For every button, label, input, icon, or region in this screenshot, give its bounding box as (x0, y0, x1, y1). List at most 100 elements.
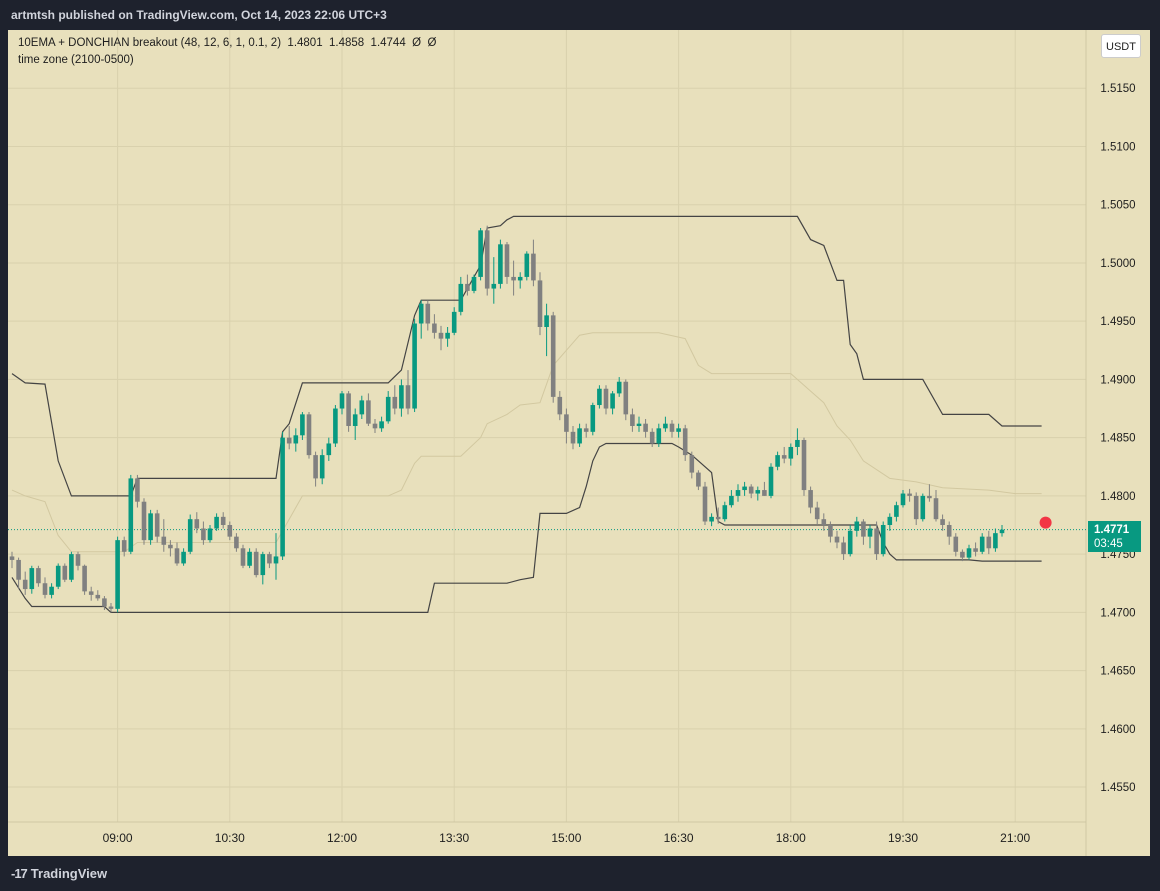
candle-up (894, 505, 899, 517)
candle-up (471, 276, 477, 291)
candle-down (240, 548, 246, 566)
y-tick-label: 1.5000 (1100, 258, 1135, 270)
candle-up (742, 486, 747, 491)
candle-up (300, 414, 305, 436)
candle-up (979, 536, 985, 552)
candle-down (161, 536, 167, 545)
candle-down (267, 554, 272, 564)
candle-down (174, 548, 180, 564)
candle-down (227, 525, 233, 537)
candle-down (940, 519, 945, 525)
candle-up (55, 565, 61, 587)
x-tick-label: 16:30 (664, 831, 694, 845)
candle-up (847, 530, 853, 555)
candle-down (537, 280, 543, 327)
candle-down (623, 381, 629, 415)
candle-up (319, 455, 325, 479)
candle-up (339, 393, 345, 409)
candle-down (946, 525, 952, 537)
candle-down (953, 536, 959, 552)
y-tick-label: 1.4650 (1100, 666, 1135, 678)
candlestick-chart[interactable]: 1.5150 1.5100 1.5050 1.5000 1.4950 1.4900 1.48… (8, 30, 1150, 856)
x-tick-label: 09:00 (103, 831, 133, 845)
candle-down (696, 472, 701, 487)
tradingview-brand[interactable]: ‑17 TradingView (11, 866, 107, 881)
candle-up (359, 400, 365, 415)
candle-down (557, 396, 563, 415)
candle-down (102, 598, 107, 607)
candle-up (517, 276, 523, 281)
candle-down (108, 606, 114, 609)
candle-up (795, 439, 800, 447)
candle-down (814, 507, 820, 520)
last-price-value: 1.4771 (1094, 523, 1130, 536)
footer: ‑17 TradingView (0, 860, 1160, 891)
candle-up (181, 551, 186, 564)
candle-up (788, 446, 794, 459)
candle-down (95, 594, 101, 599)
candle-up (610, 393, 615, 409)
candle-down (253, 551, 259, 576)
candle-up (999, 529, 1005, 534)
candle-up (498, 244, 503, 284)
published-info: artmtsh published on TradingView.com, Oc… (11, 8, 387, 22)
candle-down (550, 315, 556, 397)
candle-down (781, 455, 787, 459)
candle-down (649, 431, 655, 444)
candle-down (874, 528, 879, 555)
candle-down (715, 516, 721, 520)
candle-down (425, 303, 431, 324)
candle-down (135, 478, 140, 502)
candle-up (491, 283, 497, 289)
candle-up (280, 437, 285, 557)
candle-down (828, 525, 833, 537)
candle-down (313, 455, 318, 479)
indicator-values: 10EMA + DONCHIAN breakout (48, 12, 6, 1,… (18, 37, 437, 49)
candle-up (709, 516, 714, 522)
y-tick-label: 1.5050 (1100, 200, 1135, 212)
candle-up (115, 540, 120, 609)
candle-down (366, 400, 371, 424)
candle-down (702, 486, 708, 522)
candle-up (379, 421, 384, 429)
candle-up (755, 490, 761, 494)
candle-up (207, 528, 213, 541)
candle-down (808, 490, 813, 508)
candle-down (9, 556, 15, 560)
indicator-legend: 10EMA + DONCHIAN breakout (48, 12, 6, 1,… (18, 35, 436, 69)
x-tick-label: 10:30 (215, 831, 245, 845)
x-tick-label: 13:30 (439, 831, 469, 845)
candle-down (689, 455, 695, 473)
y-tick-label: 1.4700 (1100, 607, 1135, 619)
candle-down (346, 393, 351, 426)
candle-down (504, 244, 510, 277)
chart-frame[interactable]: 1.5150 1.5100 1.5050 1.5000 1.4950 1.4900 1.48… (8, 30, 1150, 856)
candle-down (603, 388, 609, 409)
candle-down (907, 493, 912, 496)
candle-down (306, 414, 312, 456)
last-price-label: 1.4771 03:45 (1088, 520, 1141, 552)
candle-up (69, 554, 74, 580)
candle-down (669, 423, 675, 432)
candle-up (768, 466, 774, 496)
candle-up (775, 455, 780, 467)
signal-dot (1039, 516, 1052, 529)
candle-up (148, 513, 153, 541)
candle-up (49, 586, 54, 595)
candle-up (920, 495, 926, 520)
candle-up (333, 408, 338, 444)
y-tick-label: 1.4800 (1100, 491, 1135, 503)
currency-button[interactable]: USDT (1101, 34, 1141, 58)
candle-down (531, 253, 536, 281)
candle-up (418, 303, 424, 324)
timezone-label: time zone (2100-0500) (18, 54, 134, 66)
candle-up (214, 516, 219, 529)
candle-down (821, 519, 827, 525)
candle-down (141, 501, 147, 541)
candle-down (88, 591, 94, 595)
candle-down (801, 439, 807, 491)
candle-down (405, 385, 411, 409)
y-tick-label: 1.4950 (1100, 316, 1135, 328)
brand-label: TradingView (30, 866, 108, 881)
candle-down (234, 536, 239, 549)
